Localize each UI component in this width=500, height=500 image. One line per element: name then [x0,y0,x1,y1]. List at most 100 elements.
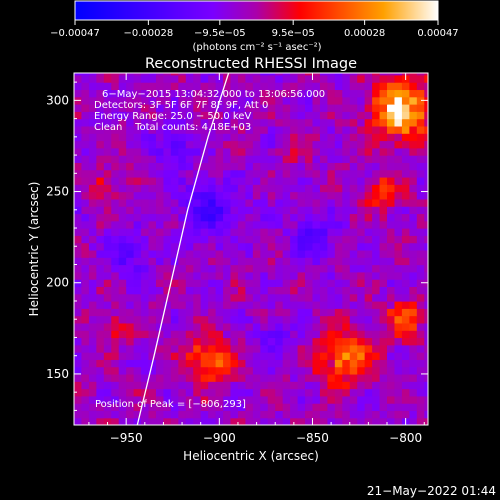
heatmap-cell [394,73,403,76]
heatmap-cell [103,308,112,317]
heatmap-cell [230,344,239,353]
heatmap-cell [290,395,299,404]
heatmap-cell [163,279,172,287]
heatmap-cell [74,315,83,324]
heatmap-cell [185,242,194,251]
heatmap-cell [424,359,428,368]
heatmap-cell [319,206,328,215]
heatmap-cell [379,373,388,382]
heatmap-cell [223,293,232,302]
heatmap-cell [334,235,343,244]
heatmap-cell [312,104,321,112]
heatmap-cell [349,228,358,236]
heatmap-cell [111,89,120,98]
heatmap-cell [312,410,321,419]
heatmap-cell [170,271,179,280]
heatmap-cell [103,264,112,273]
heatmap-cell [178,147,187,156]
heatmap-cell [81,242,90,251]
heatmap-cell [290,162,299,171]
heatmap-cell [155,315,165,324]
heatmap-cell [290,249,299,258]
heatmap-cell [163,417,172,425]
heatmap-cell [416,96,425,105]
heatmap-cell [416,155,425,163]
heatmap-cell [297,133,306,142]
heatmap-cell [148,82,157,91]
heatmap-cell [237,359,247,368]
heatmap-cell [267,133,276,142]
heatmap-cell [394,242,403,251]
heatmap-cell [118,206,127,215]
heatmap-cell [245,155,254,163]
heatmap-cell [245,417,254,425]
heatmap-cell [319,257,328,266]
heatmap-cell [357,125,366,134]
heatmap-cell [357,133,366,142]
heatmap-cell [260,403,269,412]
heatmap-cell [81,220,90,229]
heatmap-cell [372,286,381,295]
heatmap-cell [170,74,179,83]
heatmap-cell [185,133,194,142]
heatmap-cell [267,352,276,360]
heatmap-cell [267,286,276,295]
heatmap-cell [394,176,403,185]
heatmap-cell [342,125,351,134]
heatmap-cell [290,73,299,76]
heatmap-cell [74,249,83,258]
heatmap-cell [230,104,239,112]
heatmap-cell [275,373,284,382]
heatmap-cell [118,381,127,390]
heatmap-cell [267,104,276,112]
heatmap-cell [245,73,254,76]
heatmap-cell [96,176,105,185]
heatmap-cell [342,111,351,120]
heatmap-cell [230,359,239,368]
heatmap-cell [118,198,127,207]
heatmap-cell [230,395,239,404]
heatmap-cell [223,198,232,207]
heatmap-cell [319,388,328,397]
heatmap-cell [103,228,112,236]
heatmap-cell [163,359,172,368]
heatmap-cell [387,169,396,178]
heatmap-cell [148,395,157,404]
heatmap-cell [170,104,179,112]
heatmap-cell [185,337,194,346]
heatmap-cell [200,111,209,120]
heatmap-cell [327,73,336,76]
heatmap-cell [163,330,172,339]
heatmap-cell [237,206,247,215]
heatmap-cell [394,191,403,200]
heatmap-cell [260,381,269,390]
heatmap-cell [237,118,247,127]
heatmap-cell [290,140,299,149]
heatmap-cell [364,344,373,353]
heatmap-cell [305,125,314,134]
heatmap-cell [96,330,105,339]
heatmap-cell [200,249,209,258]
heatmap-cell [275,344,284,353]
heatmap-cell [260,330,269,339]
heatmap-cell [319,213,328,222]
heatmap-cell [349,111,358,120]
heatmap-cell [81,133,90,142]
heatmap-cell [133,176,142,185]
heatmap-cell [387,111,396,120]
heatmap-cell [245,366,254,375]
heatmap-cell [96,220,105,229]
heatmap-cell [126,366,135,375]
heatmap-cell [133,235,142,244]
heatmap-cell [155,330,165,339]
heatmap-cell [163,73,172,76]
heatmap-cell [81,344,90,353]
heatmap-cell [208,147,217,156]
heatmap-cell [260,206,269,215]
heatmap-cell [111,176,120,185]
heatmap-cell [267,89,276,98]
heatmap-cell [364,140,373,149]
heatmap-cell [260,271,269,280]
heatmap-cell [394,410,403,419]
